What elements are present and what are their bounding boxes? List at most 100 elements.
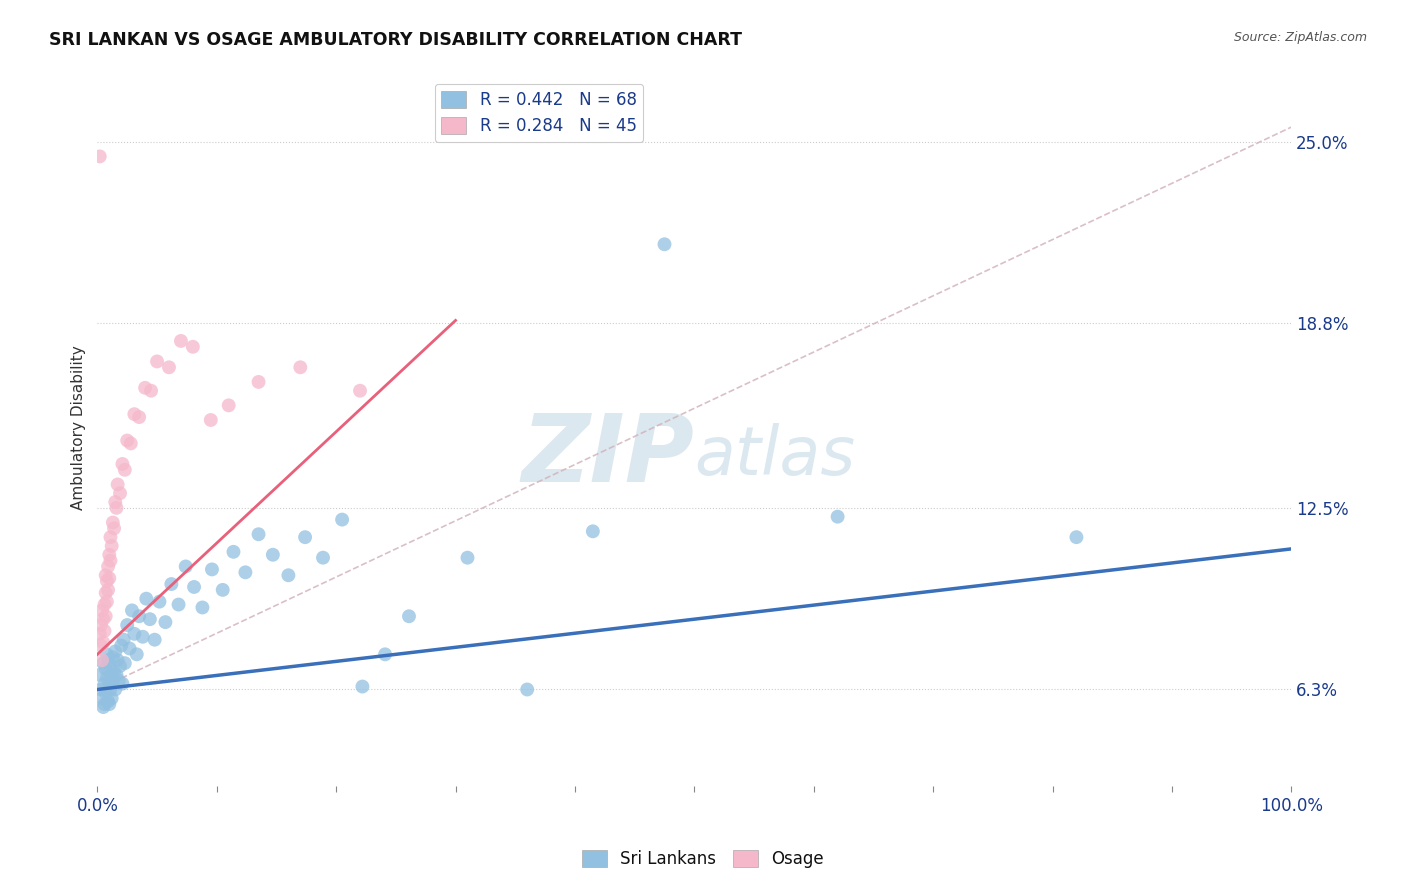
Point: [108, 659, 131, 673]
Legend: Sri Lankans, Osage: Sri Lankans, Osage: [575, 843, 831, 875]
Point: [98, 697, 121, 711]
Point: [516, 682, 538, 697]
Point: [143, 632, 166, 647]
Point: [312, 550, 335, 565]
Point: [100, 659, 122, 673]
Point: [218, 398, 240, 412]
Point: [294, 530, 316, 544]
Point: [290, 360, 312, 375]
Point: [101, 650, 124, 665]
Point: [110, 639, 132, 653]
Point: [97, 582, 120, 597]
Point: [222, 545, 245, 559]
Point: [174, 559, 197, 574]
Point: [211, 582, 233, 597]
Point: [654, 237, 676, 252]
Point: [107, 477, 129, 491]
Point: [374, 648, 396, 662]
Point: [398, 609, 420, 624]
Point: [94, 662, 117, 676]
Point: [114, 463, 136, 477]
Point: [97, 653, 120, 667]
Point: [247, 375, 270, 389]
Point: [155, 615, 177, 629]
Point: [352, 680, 374, 694]
Point: [191, 600, 214, 615]
Point: [262, 548, 284, 562]
Point: [330, 513, 353, 527]
Point: [100, 530, 122, 544]
Point: [91, 700, 114, 714]
Point: [97, 694, 120, 708]
Point: [134, 381, 156, 395]
Point: [93, 697, 115, 711]
Point: [91, 603, 114, 617]
Point: [108, 486, 131, 500]
Point: [201, 562, 224, 576]
Point: [105, 668, 128, 682]
Point: [103, 521, 125, 535]
Point: [93, 676, 115, 690]
Point: [160, 577, 183, 591]
Point: [121, 603, 143, 617]
Point: [167, 598, 190, 612]
Text: atlas: atlas: [695, 423, 855, 489]
Point: [183, 580, 205, 594]
Point: [170, 334, 193, 348]
Point: [247, 527, 270, 541]
Point: [139, 384, 162, 398]
Point: [89, 149, 111, 163]
Point: [94, 568, 117, 582]
Point: [111, 457, 134, 471]
Point: [90, 682, 112, 697]
Point: [100, 691, 122, 706]
Point: [94, 609, 117, 624]
Point: [104, 495, 127, 509]
Point: [139, 612, 162, 626]
Point: [89, 668, 111, 682]
Point: [100, 682, 122, 697]
Point: [90, 618, 112, 632]
Point: [108, 673, 131, 688]
Point: [277, 568, 299, 582]
Point: [103, 665, 125, 679]
Y-axis label: Ambulatory Disability: Ambulatory Disability: [72, 345, 86, 509]
Point: [96, 648, 118, 662]
Point: [93, 624, 115, 638]
Point: [100, 668, 122, 682]
Point: [96, 574, 118, 588]
Point: [90, 639, 112, 653]
Point: [91, 612, 114, 626]
Point: [94, 586, 117, 600]
Legend: R = 0.442   N = 68, R = 0.284   N = 45: R = 0.442 N = 68, R = 0.284 N = 45: [434, 84, 644, 142]
Point: [91, 653, 114, 667]
Point: [827, 509, 849, 524]
Point: [349, 384, 371, 398]
Point: [181, 340, 204, 354]
Point: [128, 410, 150, 425]
Point: [104, 682, 127, 697]
Point: [115, 618, 138, 632]
Point: [93, 598, 115, 612]
Point: [235, 566, 257, 580]
Text: Source: ZipAtlas.com: Source: ZipAtlas.com: [1233, 31, 1367, 45]
Point: [111, 676, 134, 690]
Point: [200, 413, 222, 427]
Point: [124, 627, 146, 641]
Point: [582, 524, 605, 539]
Point: [96, 594, 118, 608]
Point: [94, 685, 117, 699]
Point: [91, 656, 114, 670]
Point: [124, 407, 146, 421]
Point: [96, 671, 118, 685]
Point: [1066, 530, 1088, 544]
Point: [132, 630, 155, 644]
Point: [128, 609, 150, 624]
Point: [91, 691, 114, 706]
Point: [146, 354, 169, 368]
Point: [98, 548, 121, 562]
Point: [104, 644, 127, 658]
Point: [112, 632, 135, 647]
Point: [105, 500, 128, 515]
Point: [101, 516, 124, 530]
